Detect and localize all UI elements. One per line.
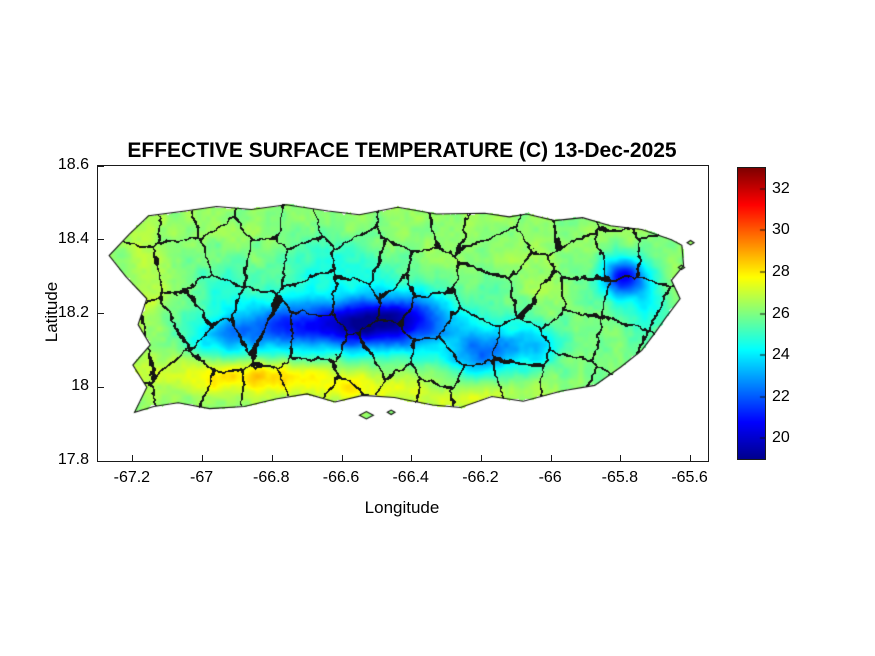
colorbar-tick-label: 32 bbox=[772, 179, 790, 197]
x-tick-label: -66.2 bbox=[462, 469, 499, 486]
x-tick-mark bbox=[411, 455, 413, 461]
colorbar-gradient-canvas bbox=[738, 168, 765, 459]
colorbar-tick-label: 26 bbox=[772, 304, 790, 322]
y-tick-label: 18.2 bbox=[57, 303, 89, 321]
y-tick-mark bbox=[98, 313, 104, 314]
y-tick-mark bbox=[98, 239, 104, 241]
x-tick-mark bbox=[620, 455, 622, 461]
colorbar-tick-label: 28 bbox=[772, 262, 790, 280]
x-axis-label: Longitude bbox=[364, 498, 440, 517]
x-tick-label: -66.8 bbox=[253, 469, 290, 486]
colorbar bbox=[737, 167, 766, 460]
x-tick-label: -65.8 bbox=[601, 469, 639, 486]
y-tick-label: 18.4 bbox=[57, 229, 89, 247]
y-tick-label: 18 bbox=[71, 377, 89, 395]
colorbar-tick-label: 24 bbox=[772, 346, 790, 364]
temperature-heatmap-canvas bbox=[98, 166, 708, 461]
y-tick-label: 17.8 bbox=[57, 451, 89, 468]
x-tick-label: -67.2 bbox=[113, 469, 151, 486]
colorbar-tick-label: 30 bbox=[772, 221, 790, 239]
x-tick-label: -65.6 bbox=[671, 469, 708, 486]
x-tick-mark bbox=[480, 455, 482, 461]
x-tick-label: -66.6 bbox=[322, 469, 360, 486]
x-tick-mark bbox=[341, 455, 343, 461]
y-tick-mark bbox=[98, 386, 104, 388]
x-tick-mark bbox=[202, 455, 204, 461]
chart-title: EFFECTIVE SURFACE TEMPERATURE (C) 13-Dec… bbox=[127, 139, 677, 162]
colorbar-tick-labels: 20 22 24 26 28 30 32 bbox=[772, 168, 816, 459]
y-tick-mark bbox=[98, 460, 104, 462]
y-tick-label: 18.6 bbox=[57, 156, 89, 173]
y-tick-mark bbox=[98, 165, 104, 167]
x-tick-mark bbox=[271, 455, 273, 461]
x-tick-mark bbox=[132, 455, 134, 461]
x-tick-mark bbox=[550, 455, 552, 461]
x-tick-label: -66 bbox=[538, 469, 562, 486]
x-tick-label: -67 bbox=[190, 469, 214, 486]
colorbar-tick-label: 22 bbox=[772, 387, 790, 405]
x-tick-mark bbox=[690, 455, 692, 461]
colorbar-tick-label: 20 bbox=[772, 429, 790, 447]
x-tick-label: -66.4 bbox=[392, 469, 429, 486]
map-plot-area bbox=[97, 165, 709, 462]
x-axis-tick-labels: -67.2 -67 -66.8 -66.6 -66.4 -66.2 -66 -65.8 -65.… bbox=[97, 469, 708, 491]
